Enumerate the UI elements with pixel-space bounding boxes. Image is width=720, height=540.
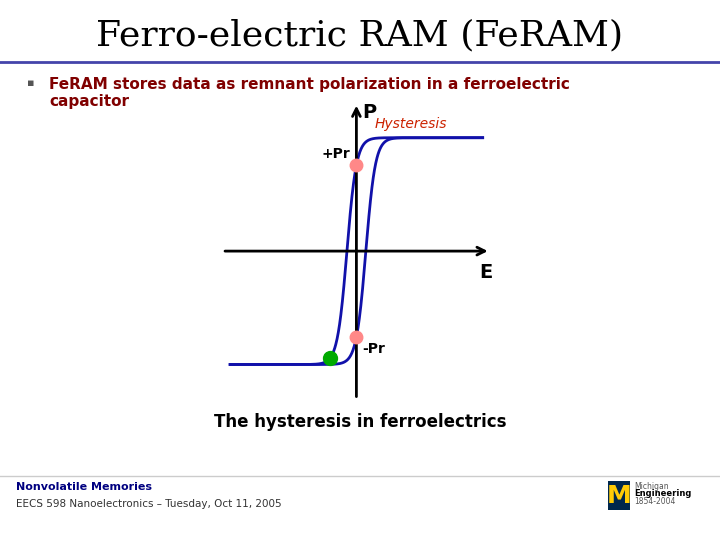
Text: Engineering: Engineering <box>634 489 691 498</box>
Text: ▪: ▪ <box>27 78 35 89</box>
Text: -Pr: -Pr <box>363 342 386 356</box>
Text: FeRAM stores data as remnant polarization in a ferroelectric
capacitor: FeRAM stores data as remnant polarizatio… <box>49 77 570 109</box>
Text: E: E <box>479 263 492 282</box>
Bar <box>608 481 630 510</box>
Text: +Pr: +Pr <box>321 146 350 160</box>
Text: The hysteresis in ferroelectrics: The hysteresis in ferroelectrics <box>214 413 506 431</box>
Text: 1854-2004: 1854-2004 <box>634 497 675 506</box>
Text: Hysteresis: Hysteresis <box>375 117 447 131</box>
Text: Michigan: Michigan <box>634 482 669 491</box>
Text: Nonvolatile Memories: Nonvolatile Memories <box>16 482 152 492</box>
Text: M: M <box>607 484 631 508</box>
Text: Ferro-electric RAM (FeRAM): Ferro-electric RAM (FeRAM) <box>96 19 624 53</box>
Text: EECS 598 Nanoelectronics – Tuesday, Oct 11, 2005: EECS 598 Nanoelectronics – Tuesday, Oct … <box>16 499 282 509</box>
Text: P: P <box>363 103 377 122</box>
